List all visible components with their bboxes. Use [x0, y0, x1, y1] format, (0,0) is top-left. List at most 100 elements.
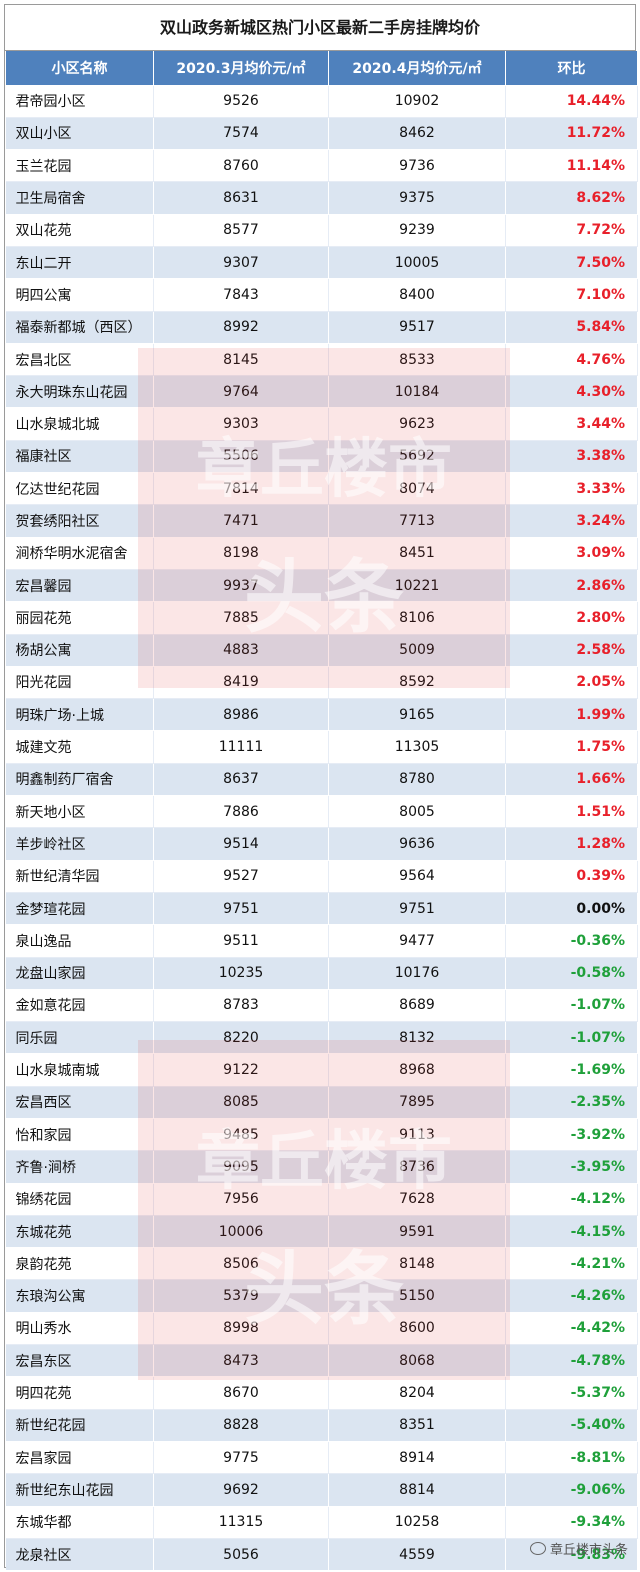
table-row: 新世纪清华园 9527 9564 0.39% — [5, 860, 638, 893]
table-row: 怡和家园 9485 9113 -3.92% — [5, 1118, 638, 1152]
march-price-cell: 7471 — [153, 504, 329, 538]
community-name-cell: 泉韵花苑 — [5, 1247, 154, 1281]
march-price-cell: 9485 — [153, 1118, 329, 1152]
community-name-cell: 明四公寓 — [5, 278, 154, 312]
april-price-cell: 5692 — [328, 440, 506, 474]
april-price-cell: 10184 — [328, 375, 506, 409]
table-row: 阳光花园 8419 8592 2.05% — [5, 666, 638, 700]
april-price-cell: 10258 — [328, 1506, 506, 1539]
table-row: 明鑫制药厂宿舍 8637 8780 1.66% — [5, 763, 638, 797]
change-cell: 5.84% — [505, 311, 638, 344]
change-cell: -5.37% — [505, 1376, 638, 1410]
april-price-cell: 8400 — [328, 278, 506, 312]
april-price-cell: 8451 — [328, 537, 506, 570]
march-price-cell: 9775 — [153, 1441, 329, 1475]
march-price-cell: 8631 — [153, 181, 329, 215]
change-cell: 2.05% — [505, 666, 638, 700]
april-price-cell: 9751 — [328, 892, 506, 926]
community-name-cell: 东城花苑 — [5, 1215, 154, 1249]
april-price-cell: 8074 — [328, 472, 506, 506]
change-cell: 2.86% — [505, 569, 638, 603]
change-cell: 1.75% — [505, 730, 638, 764]
march-price-cell: 8998 — [153, 1312, 329, 1346]
april-price-cell: 9165 — [328, 698, 506, 732]
change-cell: -0.58% — [505, 957, 638, 990]
change-cell: -1.07% — [505, 989, 638, 1023]
april-price-cell: 9564 — [328, 860, 506, 893]
change-cell: -9.83% — [505, 1538, 638, 1572]
table-row: 君帝园小区 9526 10902 14.44% — [5, 85, 638, 118]
table-row: 山水泉城南城 9122 8968 -1.69% — [5, 1053, 638, 1087]
change-cell: -4.42% — [505, 1312, 638, 1346]
price-table-frame: 双山政务新城区热门小区最新二手房挂牌均价 小区名称 2020.3月均价元/㎡ 2… — [4, 4, 638, 1572]
march-price-cell: 8992 — [153, 311, 329, 344]
source-mark-text: 章丘楼市头条 — [549, 1543, 628, 1558]
april-price-cell: 7628 — [328, 1183, 506, 1216]
april-price-cell: 8914 — [328, 1441, 506, 1475]
march-price-cell: 9122 — [153, 1053, 329, 1087]
april-price-cell: 10176 — [328, 957, 506, 990]
change-cell: 0.39% — [505, 860, 638, 893]
april-price-cell: 11305 — [328, 730, 506, 764]
community-name-cell: 齐鲁·涧桥 — [5, 1150, 154, 1184]
march-price-cell: 8637 — [153, 763, 329, 797]
table-row: 山水泉城北城 9303 9623 3.44% — [5, 407, 638, 441]
april-price-cell: 9591 — [328, 1215, 506, 1249]
table-row: 东城华都 11315 10258 -9.34% — [5, 1506, 638, 1539]
community-name-cell: 锦绣花园 — [5, 1183, 154, 1216]
march-price-cell: 9527 — [153, 860, 329, 893]
change-cell: -9.06% — [505, 1473, 638, 1507]
change-cell: 1.99% — [505, 698, 638, 732]
march-price-cell: 5506 — [153, 440, 329, 474]
april-price-cell: 5009 — [328, 634, 506, 667]
change-cell: -0.36% — [505, 924, 638, 958]
community-name-cell: 永大明珠东山花园 — [5, 375, 154, 409]
community-name-cell: 玉兰花园 — [5, 149, 154, 183]
change-cell: -3.92% — [505, 1118, 638, 1152]
march-price-cell: 9526 — [153, 85, 329, 118]
header-march-price: 2020.3月均价元/㎡ — [153, 51, 329, 86]
table-row: 锦绣花园 7956 7628 -4.12% — [5, 1183, 638, 1216]
april-price-cell: 8462 — [328, 117, 506, 151]
community-name-cell: 明珠广场·上城 — [5, 698, 154, 732]
april-price-cell: 8204 — [328, 1376, 506, 1410]
community-name-cell: 明鑫制药厂宿舍 — [5, 763, 154, 797]
change-cell: 8.62% — [505, 181, 638, 215]
community-name-cell: 亿达世纪花园 — [5, 472, 154, 506]
table-row: 新世纪东山花园 9692 8814 -9.06% — [5, 1473, 638, 1507]
price-table: 小区名称 2020.3月均价元/㎡ 2020.4月均价元/㎡ 环比 君帝园小区 9… — [5, 51, 638, 1572]
march-price-cell: 8220 — [153, 1021, 329, 1055]
march-price-cell: 9751 — [153, 892, 329, 926]
april-price-cell: 9375 — [328, 181, 506, 215]
march-price-cell: 9307 — [153, 246, 329, 280]
march-price-cell: 9937 — [153, 569, 329, 603]
april-price-cell: 7895 — [328, 1086, 506, 1120]
table-row: 金梦瑄花园 9751 9751 0.00% — [5, 892, 638, 926]
table-row: 宏昌西区 8085 7895 -2.35% — [5, 1086, 638, 1120]
table-row: 羊步岭社区 9514 9636 1.28% — [5, 827, 638, 861]
table-row: 福康社区 5506 5692 3.38% — [5, 440, 638, 474]
community-name-cell: 宏昌馨园 — [5, 569, 154, 603]
march-price-cell: 8198 — [153, 537, 329, 570]
change-cell: 1.28% — [505, 827, 638, 861]
table-row: 城建文苑 11111 11305 1.75% — [5, 730, 638, 764]
community-name-cell: 泉山逸品 — [5, 924, 154, 958]
table-row: 永大明珠东山花园 9764 10184 4.30% — [5, 375, 638, 409]
march-price-cell: 7886 — [153, 795, 329, 829]
april-price-cell: 8351 — [328, 1409, 506, 1442]
table-row: 东城花苑 10006 9591 -4.15% — [5, 1215, 638, 1249]
community-name-cell: 龙盘山家园 — [5, 957, 154, 990]
march-price-cell: 10235 — [153, 957, 329, 990]
table-body: 君帝园小区 9526 10902 14.44% 双山小区 7574 8462 11.72% 玉兰… — [5, 85, 638, 1572]
march-price-cell: 8783 — [153, 989, 329, 1023]
community-name-cell: 福泰新都城（西区） — [5, 311, 154, 344]
community-name-cell: 金梦瑄花园 — [5, 892, 154, 926]
wechat-icon — [529, 1542, 546, 1555]
change-cell: 11.14% — [505, 149, 638, 183]
change-cell: -4.21% — [505, 1247, 638, 1281]
march-price-cell: 9692 — [153, 1473, 329, 1507]
april-price-cell: 10221 — [328, 569, 506, 603]
april-price-cell: 8600 — [328, 1312, 506, 1346]
change-cell: -3.95% — [505, 1150, 638, 1184]
april-price-cell: 8005 — [328, 795, 506, 829]
